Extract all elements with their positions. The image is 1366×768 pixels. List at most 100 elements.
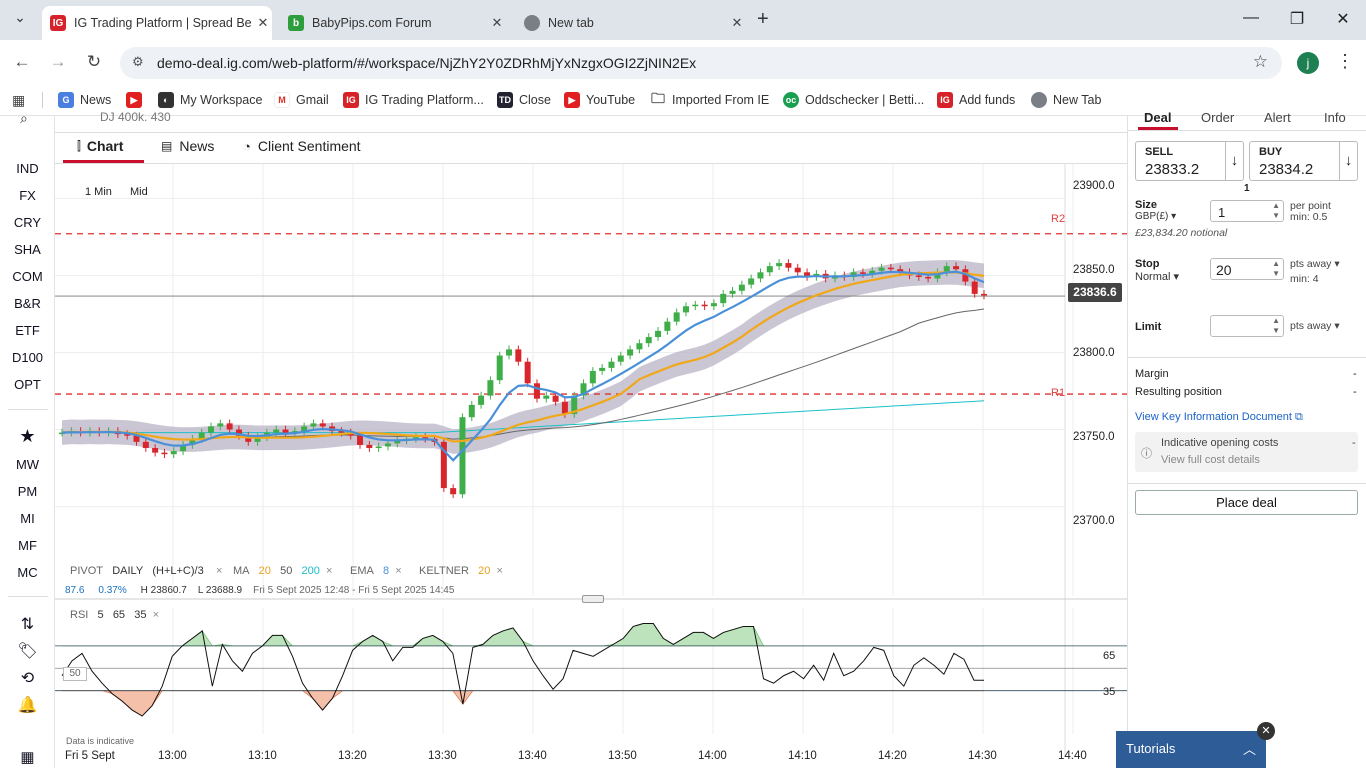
sell-button[interactable]: SELL 23833.2 ↓ <box>1135 141 1244 181</box>
bookmark-new-tab[interactable]: New Tab <box>1031 92 1101 108</box>
apps-grid-icon[interactable]: ▦ <box>12 92 26 108</box>
stop-stepper-icon[interactable]: ▲ ▼ <box>1272 259 1280 278</box>
remove-ma-icon[interactable]: × <box>326 565 333 577</box>
nav-fx[interactable]: FX <box>19 188 36 203</box>
back-arrow-icon[interactable]: ← <box>13 52 31 71</box>
close-icon[interactable]: ✕ <box>731 15 743 30</box>
nav-pm[interactable]: PM <box>17 484 38 499</box>
nav-options[interactable]: OPT <box>14 377 41 392</box>
nav-bonds-rates[interactable]: B&R <box>14 296 41 311</box>
size-input[interactable]: 1 ▲ ▼ <box>1210 200 1284 222</box>
bell-icon[interactable]: 🔔 <box>17 697 38 714</box>
bookmark-add-funds[interactable]: IG Add funds <box>937 92 1015 108</box>
nav-mw[interactable]: MW <box>15 457 40 472</box>
site-info-icon[interactable]: ⚙ <box>132 54 144 69</box>
remove-rsi-icon[interactable]: × <box>152 609 160 621</box>
tab-new-tab[interactable]: New tab ✕ <box>516 6 746 40</box>
bookmark-close[interactable]: TD Close <box>497 92 551 108</box>
bookmark-gmail[interactable]: M Gmail <box>274 92 329 108</box>
new-tab-plus-icon[interactable]: + <box>757 8 769 30</box>
url-bar[interactable]: ⚙ demo-deal.ig.com/web-platform/#/worksp… <box>120 47 1282 79</box>
place-deal-button[interactable]: Place deal <box>1135 490 1358 515</box>
nav-mc[interactable]: MC <box>17 565 38 580</box>
currency-selector[interactable]: GBP(£) ▾ <box>1135 211 1177 222</box>
tab-ig-trading[interactable]: IG IG Trading Platform | Spread Be ✕ <box>42 6 272 40</box>
minimize-icon[interactable]: — <box>1243 9 1259 26</box>
limit-stepper-icon[interactable]: ▲ ▼ <box>1272 316 1280 335</box>
close-icon[interactable]: ✕ <box>257 15 269 30</box>
full-cost-details-link[interactable]: View full cost details <box>1161 454 1260 466</box>
panel-tab-alert[interactable]: Alert <box>1264 110 1291 125</box>
nav-mi[interactable]: MI <box>20 511 35 526</box>
size-stepper-icon[interactable]: ▲ ▼ <box>1272 201 1280 220</box>
search-icon[interactable]: ⌕ <box>20 110 28 126</box>
candle-body <box>366 444 373 449</box>
tutorials-widget[interactable]: Tutorials ︿ <box>1116 731 1266 768</box>
bookmark-ig-trading[interactable]: IG IG Trading Platform... <box>343 92 484 108</box>
ema-indicator[interactable]: EMA 8 × <box>350 565 402 577</box>
costs-value: - <box>1352 437 1356 449</box>
reload-icon[interactable]: ↻ <box>86 52 102 71</box>
key-information-link[interactable]: View Key Information Document ⧉ <box>1135 411 1303 424</box>
panel-tab-order[interactable]: Order <box>1201 110 1235 125</box>
rsi-indicator[interactable]: RSI 5 65 35 × <box>70 609 159 621</box>
ema8-line <box>61 270 985 462</box>
bookmark-star-icon[interactable]: ☆ <box>1252 52 1268 71</box>
tab-client-sentiment[interactable]: ◔ Client Sentiment <box>243 138 361 154</box>
transfer-arrows-icon[interactable]: ⇅ <box>20 616 35 633</box>
ma-indicator[interactable]: MA 20 50 200 × <box>233 565 332 577</box>
buy-button[interactable]: BUY 23834.2 ↓ <box>1249 141 1358 181</box>
bookmark-news[interactable]: G News <box>58 92 111 108</box>
stop-input[interactable]: 20 ▲ ▼ <box>1210 258 1284 280</box>
pane-resize-handle[interactable] <box>582 595 604 603</box>
sell-label: SELL <box>1145 146 1174 158</box>
star-icon[interactable]: ★ <box>19 426 36 446</box>
close-tutorials-icon[interactable]: ✕ <box>1257 722 1275 740</box>
tab-babypips[interactable]: b BabyPips.com Forum ✕ <box>280 6 506 40</box>
tab-news[interactable]: ▤ News <box>161 138 214 154</box>
panel-tab-deal[interactable]: Deal <box>1144 110 1172 125</box>
menu-dots-icon[interactable]: ⋮ <box>1336 51 1354 71</box>
profile-avatar[interactable]: j <box>1297 52 1319 74</box>
calendar-icon[interactable]: ▦ <box>20 749 35 766</box>
price-chart[interactable] <box>55 116 1127 768</box>
limit-unit-selector[interactable]: pts away ▾ <box>1290 320 1340 332</box>
candle-body <box>543 395 550 399</box>
close-icon[interactable]: ✕ <box>491 15 503 30</box>
history-icon[interactable]: ⟲ <box>20 670 35 687</box>
candle-body <box>766 266 773 273</box>
bookmark-youtube-icon-only[interactable]: ▶ <box>126 92 148 108</box>
stop-type-selector[interactable]: Normal ▾ <box>1135 271 1180 283</box>
remove-keltner-icon[interactable]: × <box>496 565 503 577</box>
limit-input[interactable]: ▲ ▼ <box>1210 315 1284 337</box>
chevron-up-icon[interactable]: ︿ <box>1242 742 1256 757</box>
nav-d100[interactable]: D100 <box>11 350 44 365</box>
bookmark-my-workspace[interactable]: ◐ My Workspace <box>158 92 262 108</box>
window-close-icon[interactable]: ✕ <box>1336 11 1350 28</box>
remove-pivot-icon[interactable]: × <box>215 565 223 577</box>
nav-etf[interactable]: ETF <box>15 323 40 338</box>
restore-icon[interactable]: ❐ <box>1289 11 1305 28</box>
remove-ema-icon[interactable]: × <box>395 565 402 577</box>
forward-arrow-icon[interactable]: → <box>49 52 67 71</box>
nav-commodities[interactable]: COM <box>12 269 43 284</box>
tag-icon[interactable]: 🏷 <box>17 643 38 660</box>
nav-mf[interactable]: MF <box>18 538 37 553</box>
bookmark-imported-folder[interactable]: 🗀 Imported From IE <box>650 90 769 108</box>
bookmark-oddschecker[interactable]: oc Oddschecker | Betti... <box>783 92 924 108</box>
nav-shares[interactable]: SHA <box>14 242 41 257</box>
nav-indices[interactable]: IND <box>16 161 39 176</box>
tab-search-button[interactable]: ⌄ <box>14 9 26 25</box>
price-type-selector[interactable]: Mid <box>130 186 148 198</box>
keltner-indicator[interactable]: KELTNER 20 × <box>419 565 503 577</box>
pivot-indicator[interactable]: PIVOT DAILY (H+L+C)/3 × <box>70 565 222 577</box>
bookmark-youtube[interactable]: ▶ YouTube <box>564 92 635 108</box>
candle-body <box>524 361 531 384</box>
stop-unit-selector[interactable]: pts away ▾ <box>1290 258 1340 270</box>
tab-chart[interactable]: ⫿ Chart <box>77 138 123 154</box>
timeframe-selector[interactable]: 1 Min <box>85 186 112 198</box>
nav-crypto[interactable]: CRY <box>13 215 42 230</box>
panel-tab-info[interactable]: Info <box>1324 110 1346 125</box>
bookmarks-bar: ▦ G News ▶ ◐ My Workspace M Gmail IG IG Trad… <box>0 84 1366 116</box>
costs-label: Indicative opening costs <box>1161 437 1279 449</box>
